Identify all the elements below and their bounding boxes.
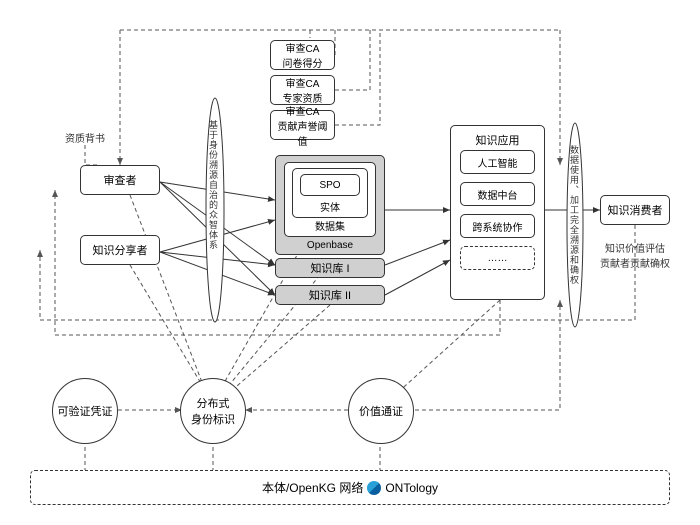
vc-circle: 可验证凭证 [52,378,118,444]
kb2-box: 知识库 II [275,285,385,305]
review-ca-1: 审查CA 问卷得分 [270,40,335,70]
ontology-logo-icon [367,481,381,495]
footer-text: 本体/OpenKG 网络 [262,479,363,496]
ontology-text: ONTology [385,481,438,495]
apps-title: 知识应用 [476,132,520,148]
openbase-label: Openbase [307,240,353,251]
footer-box: 本体/OpenKG 网络 ONTology [30,470,670,505]
value-eval-label: 知识价值评估 贡献者贡献确权 [600,240,670,270]
spo-box: SPO [300,174,360,196]
kb1-box: 知识库 I [275,258,385,278]
left-lens-label: 基于身份溯源自治的众智体系 [207,120,220,250]
dataset-label: 数据集 [315,218,345,233]
dots-box: …… [460,246,535,270]
ai-box: 人工智能 [460,150,535,174]
entity-label: 实体 [320,199,340,214]
sharer-box: 知识分享者 [80,235,160,265]
review-ca-2: 审查CA 专家资质 [270,75,335,105]
midplat-box: 数据中台 [460,182,535,206]
endorse-label: 资质背书 [65,130,105,145]
right-lens-label: 数据使用、加工完全溯源和确权 [568,145,581,285]
token-circle: 价值通证 [348,378,414,444]
crosssys-box: 跨系统协作 [460,214,535,238]
consumer-box: 知识消费者 [600,195,670,225]
did-circle: 分布式 身份标识 [180,378,246,444]
reviewer-box: 审查者 [80,165,160,195]
review-ca-3: 审查CA 贡献声誉阈值 [270,110,335,140]
